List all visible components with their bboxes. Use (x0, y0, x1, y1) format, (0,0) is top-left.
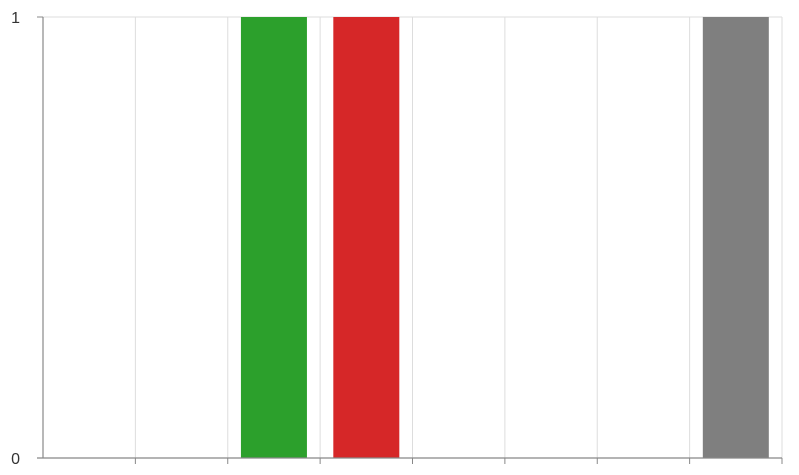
bars (240, 17, 769, 458)
bar[interactable] (333, 17, 400, 458)
bar[interactable] (240, 17, 307, 458)
bar[interactable] (702, 17, 769, 458)
grid-lines (43, 16, 783, 464)
y-tick-label-bottom: 0 (11, 451, 20, 468)
y-tick-label-top: 1 (11, 10, 20, 27)
